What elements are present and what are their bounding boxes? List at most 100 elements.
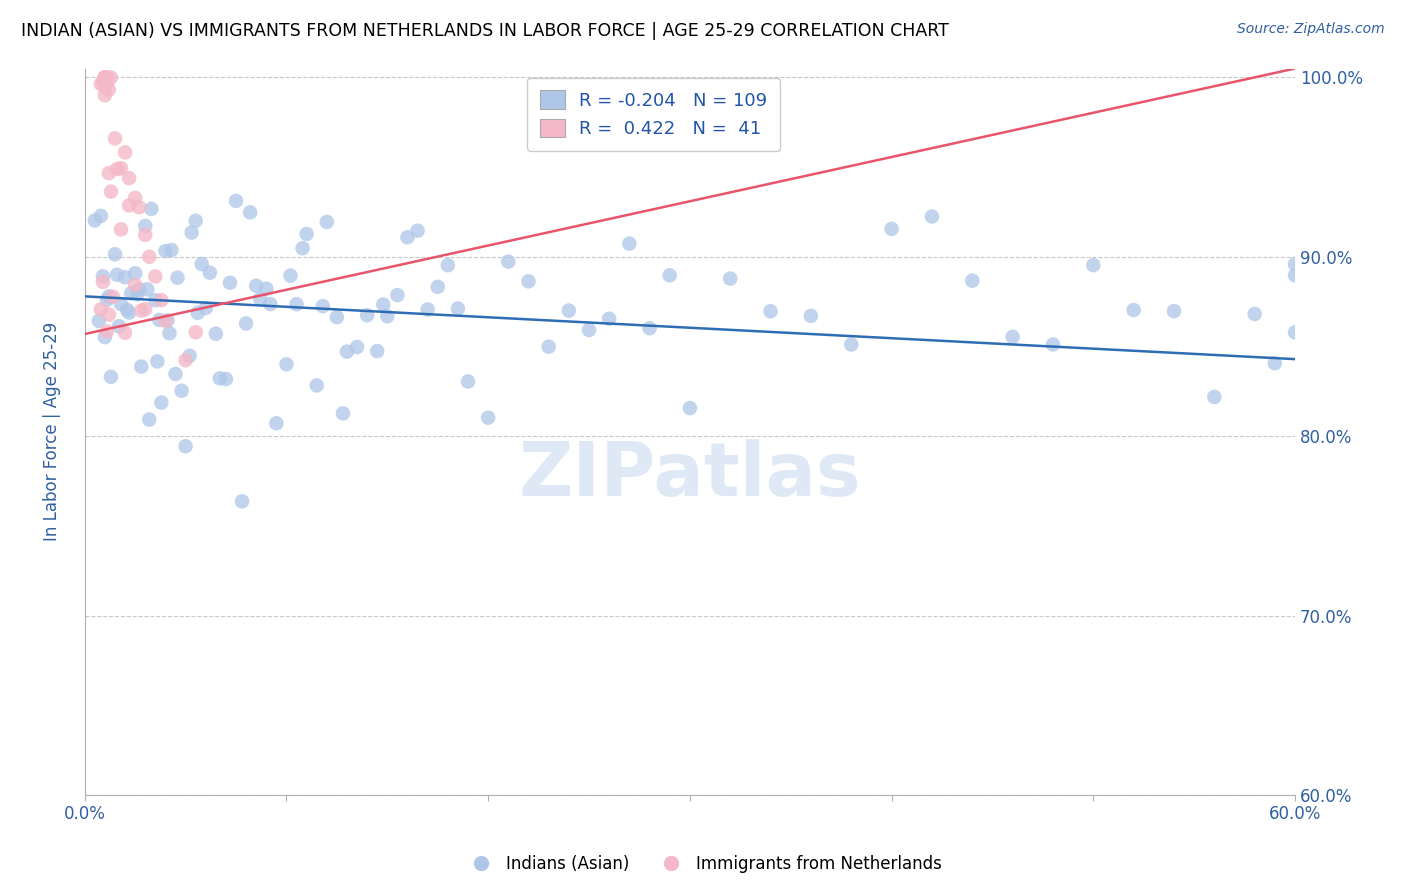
Point — [291, 241, 314, 255]
Point — [165, 367, 187, 381]
Point — [1001, 330, 1024, 344]
Text: INDIAN (ASIAN) VS IMMIGRANTS FROM NETHERLANDS IN LABOR FORCE | AGE 25-29 CORRELA: INDIAN (ASIAN) VS IMMIGRANTS FROM NETHER… — [21, 22, 949, 40]
Point — [259, 297, 281, 311]
Point — [239, 205, 262, 219]
Point — [143, 293, 166, 308]
Point — [94, 88, 117, 103]
Point — [96, 70, 118, 85]
Point — [146, 354, 169, 368]
Point — [100, 70, 122, 85]
Point — [91, 275, 114, 289]
Point — [127, 287, 149, 301]
Point — [104, 247, 127, 261]
Point — [118, 171, 141, 186]
Point — [839, 337, 862, 351]
Legend: Indians (Asian), Immigrants from Netherlands: Indians (Asian), Immigrants from Netherl… — [457, 848, 949, 880]
Point — [598, 311, 620, 326]
Point — [100, 185, 122, 199]
Point — [332, 406, 354, 420]
Point — [114, 326, 136, 340]
Point — [128, 200, 150, 214]
Point — [97, 166, 120, 180]
Point — [638, 321, 661, 335]
Point — [184, 213, 207, 227]
Point — [94, 70, 117, 85]
Point — [249, 292, 271, 306]
Point — [326, 310, 349, 325]
Point — [373, 297, 395, 311]
Point — [94, 79, 117, 94]
Point — [231, 494, 253, 508]
Point — [619, 236, 641, 251]
Point — [356, 308, 378, 322]
Point — [90, 209, 112, 223]
Point — [517, 274, 540, 288]
Point — [245, 278, 267, 293]
Point — [160, 243, 183, 257]
Point — [225, 194, 247, 208]
Point — [124, 191, 146, 205]
Point — [94, 70, 117, 85]
Point — [198, 266, 221, 280]
Point — [143, 269, 166, 284]
Point — [100, 369, 122, 384]
Point — [1042, 337, 1064, 351]
Point — [96, 325, 118, 339]
Point — [312, 299, 335, 313]
Point — [558, 303, 581, 318]
Point — [105, 268, 128, 282]
Point — [921, 210, 943, 224]
Point — [124, 266, 146, 280]
Point — [138, 412, 160, 426]
Point — [880, 222, 903, 236]
Point — [91, 269, 114, 284]
Point — [219, 276, 242, 290]
Point — [94, 70, 117, 85]
Point — [578, 323, 600, 337]
Point — [276, 357, 298, 371]
Point — [416, 302, 439, 317]
Point — [129, 303, 152, 318]
Point — [96, 293, 118, 307]
Point — [437, 258, 460, 272]
Point — [96, 76, 118, 90]
Point — [1284, 257, 1306, 271]
Point — [1284, 326, 1306, 340]
Point — [159, 326, 181, 341]
Point — [1122, 303, 1144, 318]
Point — [115, 302, 138, 317]
Point — [718, 271, 741, 285]
Point — [194, 301, 217, 315]
Point — [97, 82, 120, 96]
Point — [1163, 304, 1185, 318]
Point — [457, 375, 479, 389]
Point — [477, 410, 499, 425]
Point — [134, 219, 156, 233]
Point — [366, 344, 388, 359]
Point — [346, 340, 368, 354]
Point — [134, 227, 156, 242]
Point — [1204, 390, 1226, 404]
Point — [375, 309, 398, 323]
Point — [1243, 307, 1265, 321]
Point — [138, 250, 160, 264]
Point — [155, 314, 177, 328]
Point — [235, 317, 257, 331]
Point — [141, 202, 163, 216]
Point — [447, 301, 470, 316]
Point — [166, 270, 188, 285]
Point — [134, 302, 156, 317]
Point — [180, 226, 202, 240]
Point — [396, 230, 419, 244]
Point — [280, 268, 302, 283]
Point — [387, 288, 409, 302]
Point — [205, 326, 228, 341]
Point — [150, 395, 173, 409]
Point — [87, 314, 110, 328]
Point — [174, 353, 197, 368]
Point — [266, 416, 288, 430]
Legend: R = -0.204   N = 109, R =  0.422   N =  41: R = -0.204 N = 109, R = 0.422 N = 41 — [527, 78, 780, 151]
Point — [155, 244, 177, 258]
Point — [336, 344, 359, 359]
Point — [254, 282, 277, 296]
